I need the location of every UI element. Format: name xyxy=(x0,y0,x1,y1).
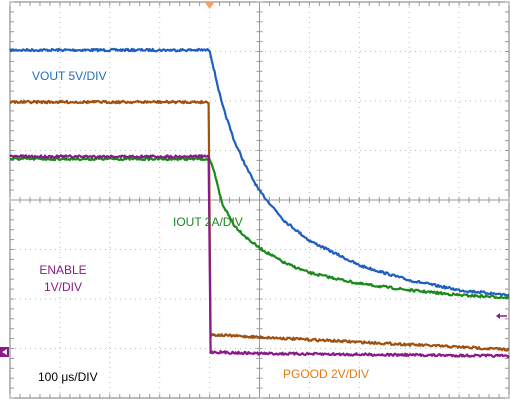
ground-arrow-glyph xyxy=(2,349,7,355)
traces xyxy=(8,47,510,359)
trace-iout xyxy=(9,156,510,300)
enable-label-line-2: 1V/DIV xyxy=(44,280,82,294)
labels: VOUT 5V/DIV IOUT 2A/DIV ENABLE 1V/DIV PG… xyxy=(32,69,369,384)
markers xyxy=(0,2,507,357)
enable-label-line-1: ENABLE xyxy=(39,263,86,277)
trace-pgood xyxy=(9,99,510,352)
trigger-level-arrowhead xyxy=(496,313,500,319)
trace-vout xyxy=(8,47,510,298)
trigger-marker-icon xyxy=(204,2,215,9)
pgood-label: PGOOD 2V/DIV xyxy=(283,367,369,381)
vout-label: VOUT 5V/DIV xyxy=(32,69,106,83)
time-per-div-label: 100 μs/DIV xyxy=(38,370,98,384)
grid xyxy=(9,1,510,399)
iout-label: IOUT 2A/DIV xyxy=(173,215,243,229)
trace-enable xyxy=(9,154,510,359)
